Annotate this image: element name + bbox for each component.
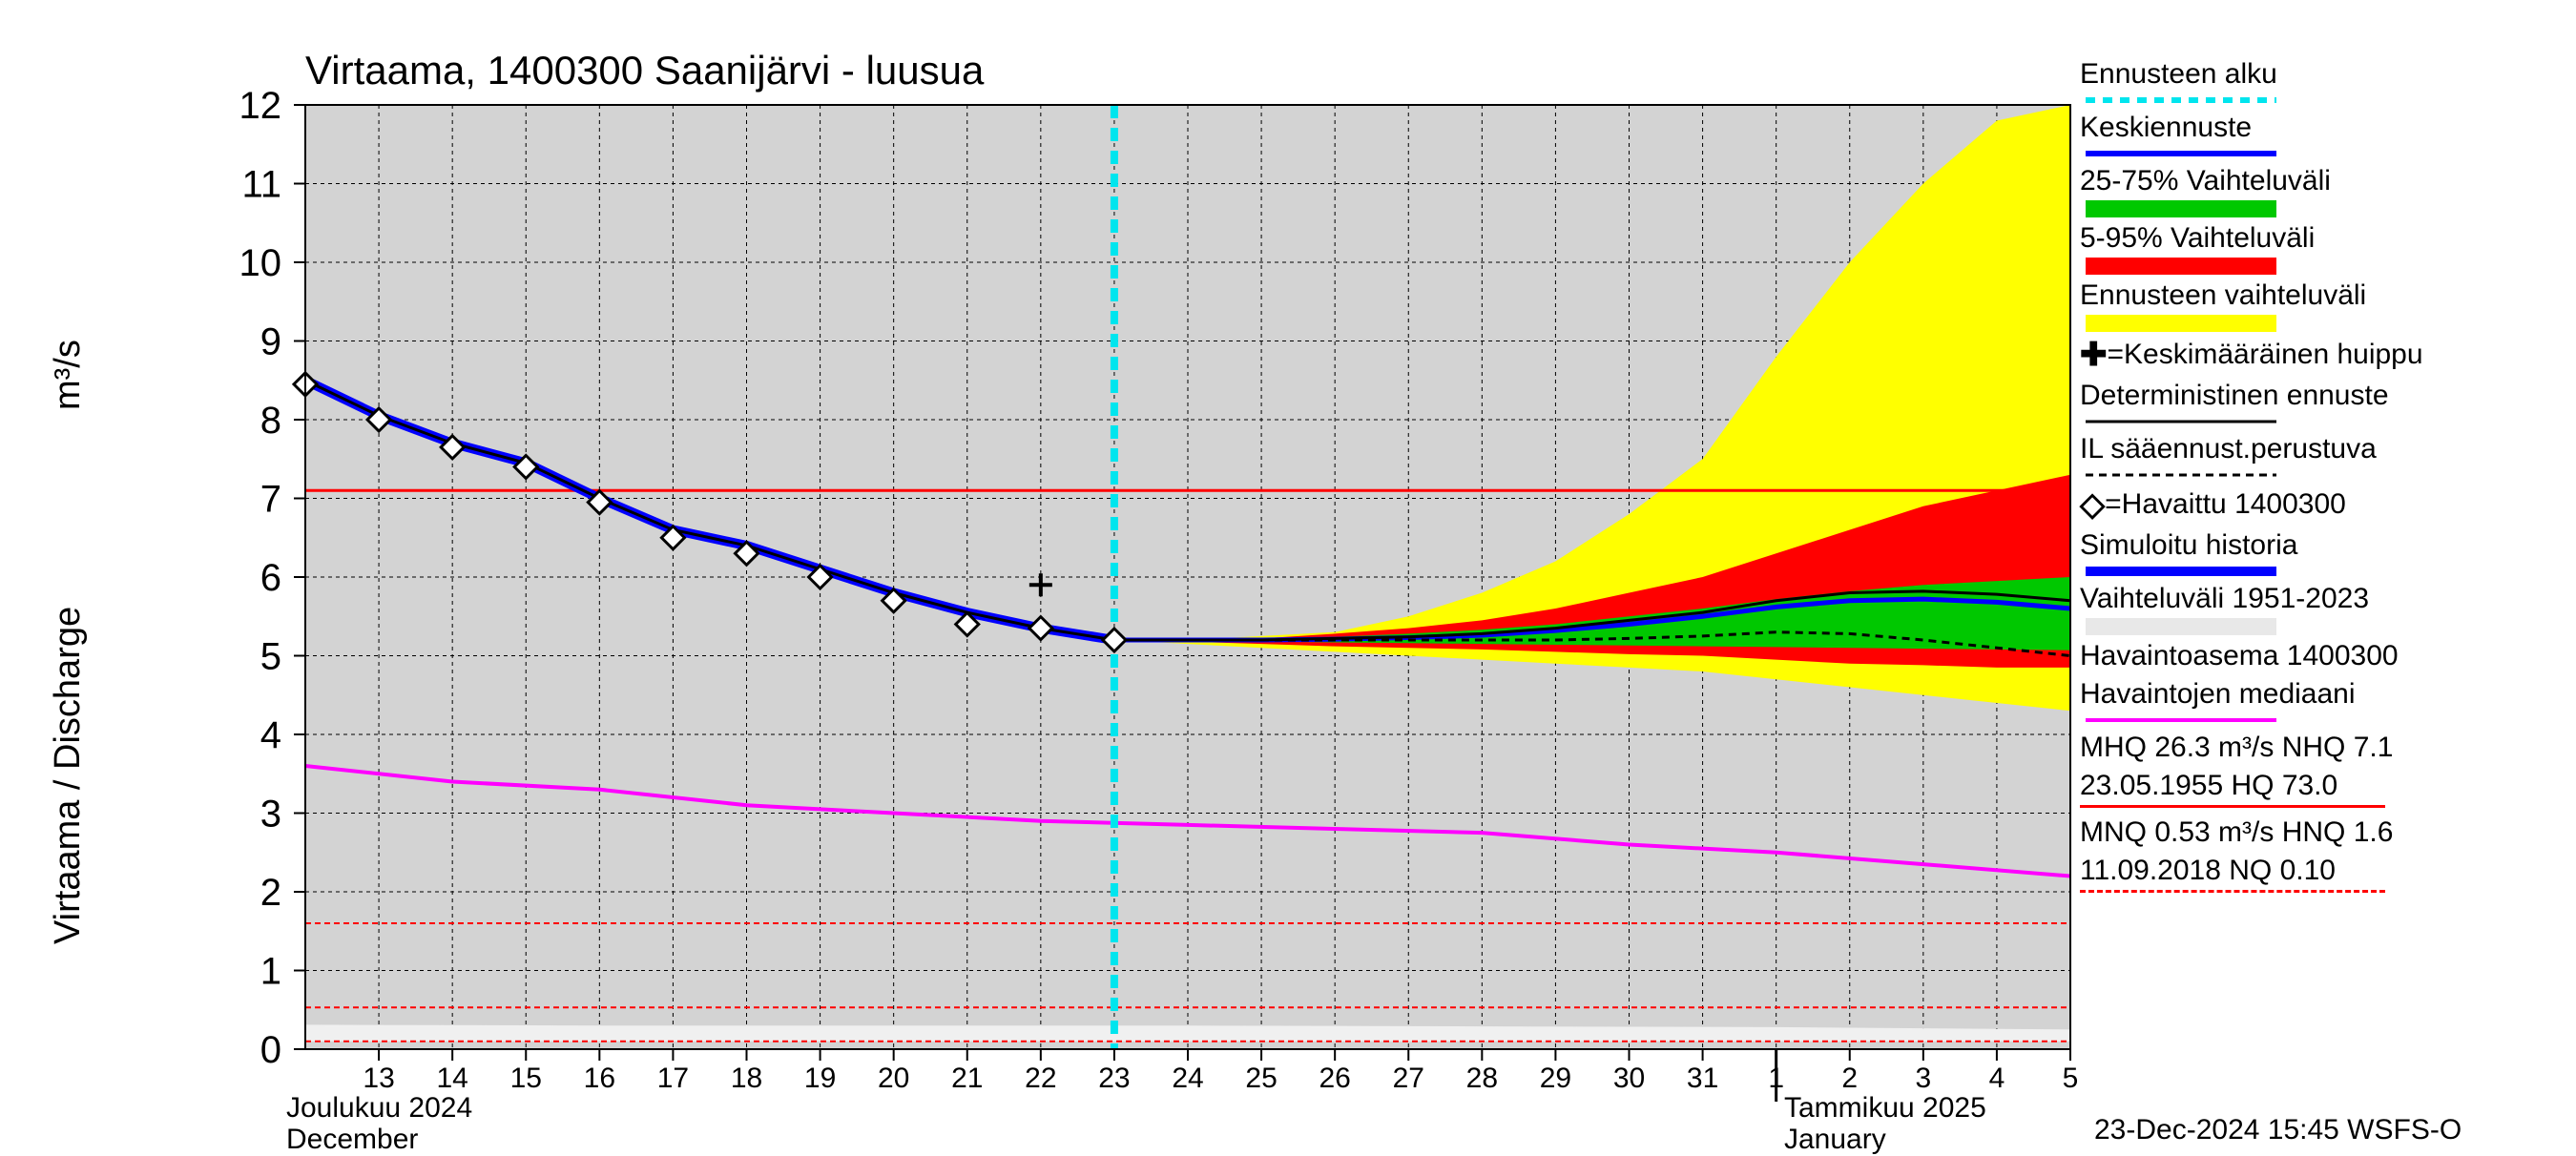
- ytick-label: 3: [260, 794, 281, 836]
- legend-swatch: [2086, 415, 2276, 428]
- ytick-label: 9: [260, 321, 281, 363]
- legend-label: =Havaittu 1400300: [2105, 487, 2346, 522]
- legend-stats: MHQ 26.3 m³/s NHQ 7.1: [2080, 731, 2557, 765]
- legend-entry: Simuloitu historia: [2080, 528, 2557, 578]
- legend-entry: ◇=Havaittu 1400300: [2080, 485, 2557, 525]
- legend-swatch: [2086, 147, 2276, 160]
- legend-entry: ✚=Keskimääräinen huippu: [2080, 336, 2557, 375]
- xtick-label: 5: [2063, 1063, 2079, 1094]
- xtick-label: 31: [1687, 1063, 1718, 1094]
- legend-entry: Vaihteluväli 1951-2023: [2080, 582, 2557, 635]
- legend-entry: 5-95% Vaihteluväli: [2080, 221, 2557, 275]
- xtick-label: 19: [804, 1063, 836, 1094]
- legend-entry: Ennusteen vaihteluväli: [2080, 279, 2557, 332]
- xtick-label: 15: [510, 1063, 542, 1094]
- xtick-label: 30: [1613, 1063, 1645, 1094]
- legend-entry: Keskiennuste: [2080, 111, 2557, 160]
- legend-swatch: [2086, 315, 2276, 332]
- xtick-label: 18: [731, 1063, 762, 1094]
- ytick-label: 0: [260, 1029, 281, 1071]
- ytick-label: 11: [241, 164, 281, 206]
- xtick-label: 28: [1466, 1063, 1498, 1094]
- legend-label: IL sääennust.perustuva: [2080, 432, 2377, 466]
- legend-stats: 11.09.2018 NQ 0.10: [2080, 854, 2557, 888]
- xtick-label: 22: [1025, 1063, 1056, 1094]
- legend-label: Havaintojen mediaani: [2080, 677, 2356, 712]
- ytick-label: 10: [239, 242, 282, 284]
- legend-swatch: [2086, 200, 2276, 217]
- legend-entry: Havaintojen mediaani: [2080, 677, 2557, 727]
- legend-label: Deterministinen ennuste: [2080, 379, 2389, 413]
- xtick-label: 21: [951, 1063, 983, 1094]
- ytick-label: 8: [260, 400, 281, 442]
- ytick-label: 4: [260, 714, 281, 756]
- plus-icon: ✚: [2080, 336, 2108, 375]
- month2-en: January: [1784, 1124, 1886, 1156]
- xtick-label: 27: [1393, 1063, 1424, 1094]
- legend-stats-underline: [2080, 890, 2385, 893]
- legend-swatch: [2086, 468, 2276, 482]
- month1-en: December: [286, 1124, 418, 1156]
- legend-label: Ennusteen alku: [2080, 57, 2277, 92]
- xtick-label: 3: [1915, 1063, 1931, 1094]
- legend-label: Havaintoasema 1400300: [2080, 639, 2399, 673]
- xtick-label: 23: [1098, 1063, 1130, 1094]
- ytick-label: 1: [260, 951, 281, 993]
- xtick-label: 17: [657, 1063, 689, 1094]
- ytick-label: 12: [239, 85, 282, 127]
- ytick-label: 2: [260, 872, 281, 914]
- legend-stats-underline: [2080, 805, 2385, 808]
- y-axis-label-unit: m³/s: [48, 340, 89, 410]
- legend-entry: IL sääennust.perustuva: [2080, 432, 2557, 482]
- legend-swatch: [2086, 565, 2276, 578]
- xtick-label: 13: [363, 1063, 394, 1094]
- legend-swatch: [2086, 258, 2276, 275]
- legend-label: Keskiennuste: [2080, 111, 2252, 145]
- legend-label: Simuloitu historia: [2080, 528, 2297, 563]
- legend-swatch: [2086, 93, 2276, 107]
- xtick-label: 25: [1245, 1063, 1277, 1094]
- ytick-label: 7: [260, 479, 281, 521]
- legend-swatch: [2086, 618, 2276, 635]
- month2-fi: Tammikuu 2025: [1784, 1092, 1986, 1125]
- ytick-label: 6: [260, 557, 281, 599]
- legend-label: 25-75% Vaihteluväli: [2080, 164, 2331, 198]
- legend-stats: 23.05.1955 HQ 73.0: [2080, 769, 2557, 803]
- legend-label: 5-95% Vaihteluväli: [2080, 221, 2315, 256]
- xtick-label: 24: [1172, 1063, 1203, 1094]
- legend-label: =Keskimääräinen huippu: [2108, 338, 2423, 372]
- xtick-label: 16: [584, 1063, 615, 1094]
- hydrograph-chart: Virtaama, 1400300 Saanijärvi - luusua Vi…: [0, 0, 2576, 1145]
- legend-entry: 25-75% Vaihteluväli: [2080, 164, 2557, 217]
- ytick-label: 5: [260, 636, 281, 678]
- xtick-label: 29: [1540, 1063, 1571, 1094]
- legend: Ennusteen alku Keskiennuste 25-75% Vaihtel…: [2080, 57, 2557, 900]
- legend-stats: MNQ 0.53 m³/s HNQ 1.6: [2080, 815, 2557, 850]
- xtick-label: 26: [1319, 1063, 1350, 1094]
- diamond-icon: ◇: [2080, 485, 2105, 525]
- xtick-label: 2: [1841, 1063, 1858, 1094]
- legend-entry: Havaintoasema 1400300: [2080, 639, 2557, 673]
- xtick-label: 1: [1768, 1063, 1784, 1094]
- footer-timestamp: 23-Dec-2024 15:45 WSFS-O: [2094, 1114, 2462, 1146]
- y-axis-label-main: Virtaama / Discharge: [48, 607, 89, 944]
- xtick-label: 14: [436, 1063, 467, 1094]
- legend-label: Vaihteluväli 1951-2023: [2080, 582, 2369, 616]
- month1-fi: Joulukuu 2024: [286, 1092, 472, 1125]
- legend-label: Ennusteen vaihteluväli: [2080, 279, 2366, 313]
- legend-entry: Ennusteen alku: [2080, 57, 2557, 107]
- chart-title: Virtaama, 1400300 Saanijärvi - luusua: [305, 48, 984, 93]
- legend-swatch: [2086, 713, 2276, 727]
- xtick-label: 4: [1989, 1063, 2005, 1094]
- xtick-label: 20: [878, 1063, 909, 1094]
- legend-entry: Deterministinen ennuste: [2080, 379, 2557, 428]
